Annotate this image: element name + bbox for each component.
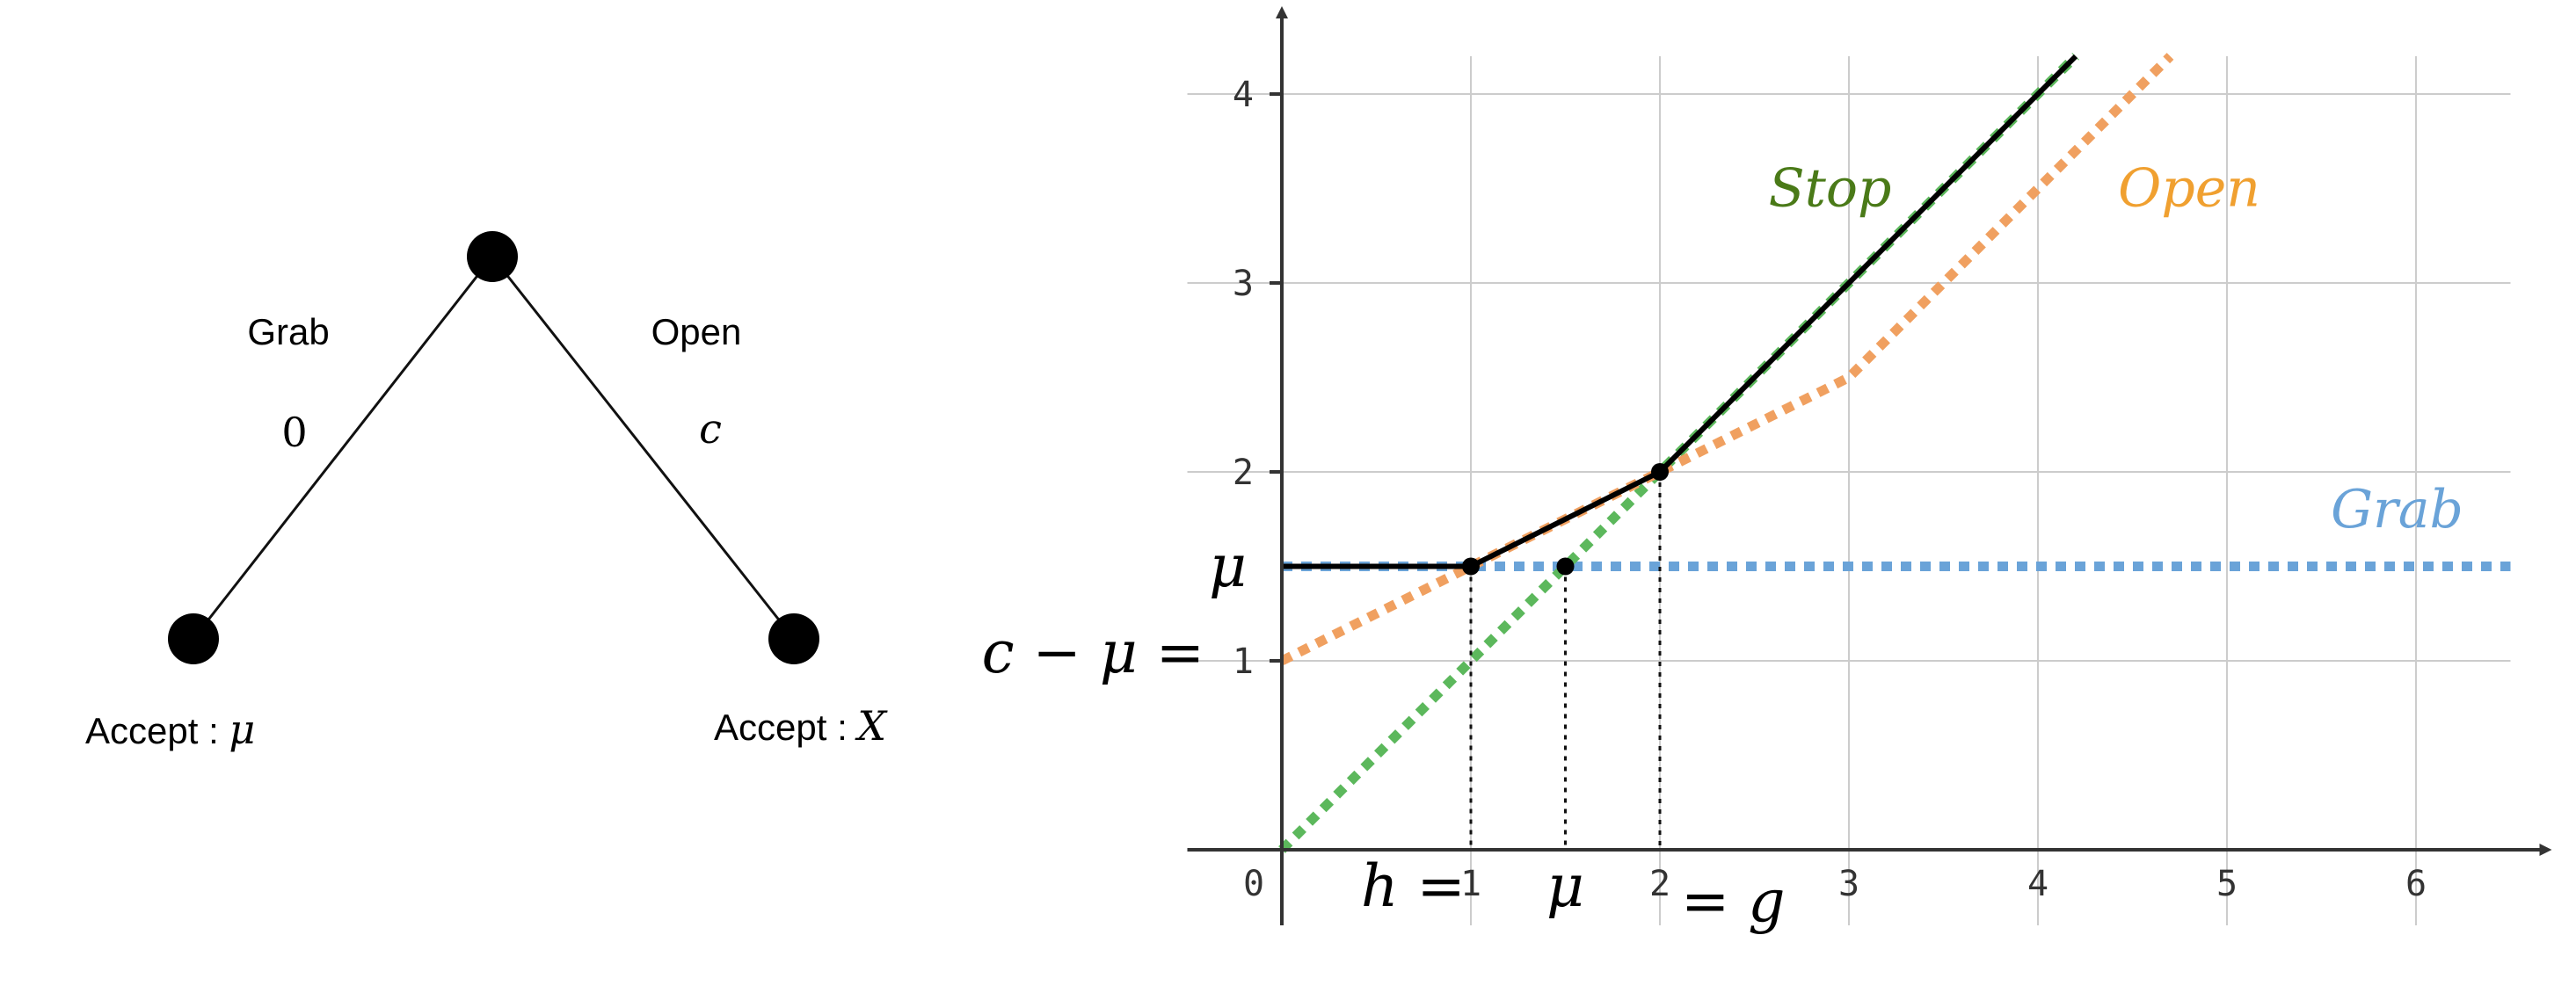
marked-point-1 <box>1556 557 1575 576</box>
tree-label-grab: Grab <box>247 311 329 352</box>
series-label-grab: Grab <box>2331 479 2463 540</box>
marked-point-0 <box>1462 557 1480 576</box>
y-tick-label-2: 2 <box>1233 453 1254 493</box>
tree-edge-grab <box>192 256 494 640</box>
tree-cost-grab: 0 <box>281 409 307 456</box>
x-tick-label-0: 0 <box>1243 864 1264 904</box>
x-tick-label-2: 2 <box>1649 864 1670 904</box>
annotation-eq-g: = g <box>1681 867 1786 935</box>
tree-root-node <box>467 231 518 282</box>
annotation-h-eq: h = <box>1361 852 1466 920</box>
x-tick-label-4: 4 <box>2027 864 2048 904</box>
annotation-mu-x: μ <box>1546 852 1584 920</box>
tree-leaf-open-node <box>768 613 819 664</box>
y-tick-label-4: 4 <box>1233 75 1254 115</box>
tree-leaf-open-label: Accept : X <box>714 702 888 750</box>
annotation-mu-y: μ <box>1209 533 1247 600</box>
chart-droplines <box>1469 472 1662 850</box>
marked-point-2 <box>1651 463 1669 481</box>
x-tick-label-3: 3 <box>1838 864 1859 904</box>
chart-marked-points <box>1462 463 1669 576</box>
y-tick-label-1: 1 <box>1233 641 1254 682</box>
tree-cost-open: c <box>699 405 722 453</box>
series-line-open <box>1279 53 2174 665</box>
tree-edge-open <box>491 256 796 640</box>
series-line-optimal <box>1282 54 2078 569</box>
tree-leaf-grab-label: Accept : μ <box>85 706 255 753</box>
annotation-c-minus-mu: c − μ = <box>982 619 1204 686</box>
decision-tree: Grab Open 0 c Accept : μ Accept : X <box>85 231 888 753</box>
y-tick-label-3: 3 <box>1233 264 1254 304</box>
series-label-open: Open <box>2118 158 2260 220</box>
tree-leaf-grab-node <box>168 613 219 664</box>
x-tick-label-5: 5 <box>2216 864 2238 904</box>
x-tick-label-6: 6 <box>2405 864 2427 904</box>
chart-series <box>1278 53 2511 853</box>
tree-label-open: Open <box>651 311 742 352</box>
chart-axes <box>1187 6 2552 925</box>
x-tick-label-1: 1 <box>1460 864 1481 904</box>
series-label-stop: Stop <box>1769 158 1892 220</box>
